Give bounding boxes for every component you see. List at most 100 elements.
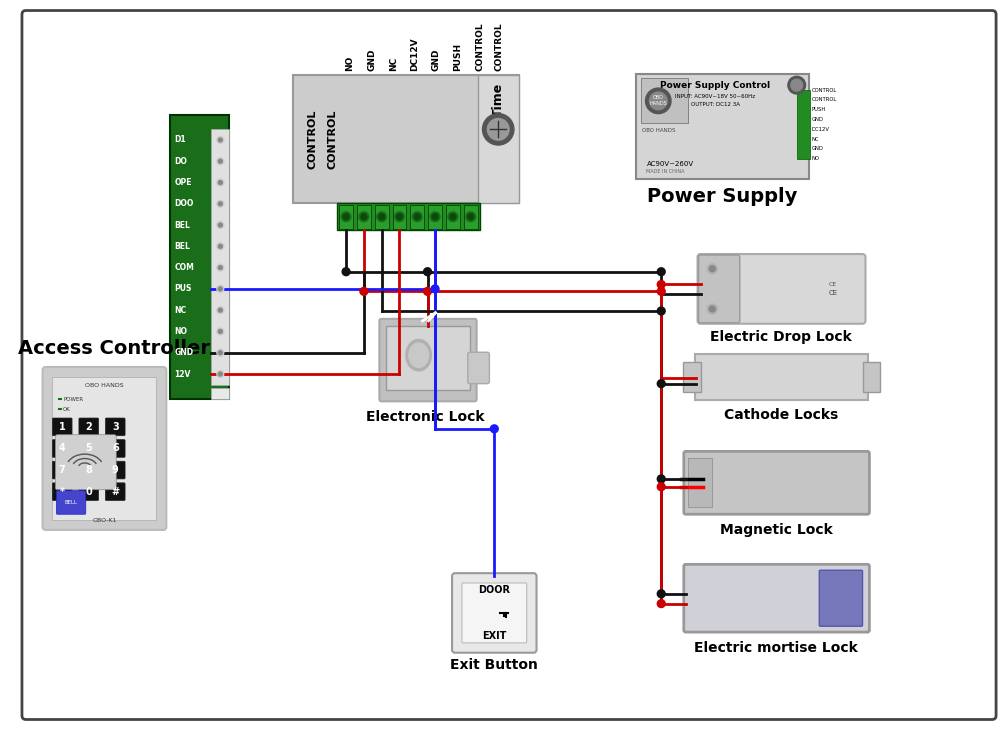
FancyBboxPatch shape — [79, 418, 99, 436]
Circle shape — [341, 212, 351, 222]
Text: 2: 2 — [85, 422, 92, 432]
Text: CE: CE — [829, 282, 837, 287]
Circle shape — [707, 304, 717, 314]
Text: 12V: 12V — [174, 369, 191, 378]
Text: Cathode Locks: Cathode Locks — [724, 408, 838, 422]
Text: BEL: BEL — [174, 220, 190, 229]
Text: CONTROL: CONTROL — [475, 23, 484, 72]
Circle shape — [218, 372, 222, 376]
Ellipse shape — [406, 339, 431, 371]
FancyBboxPatch shape — [452, 573, 537, 653]
Text: 6: 6 — [112, 443, 119, 453]
Circle shape — [657, 475, 665, 483]
FancyBboxPatch shape — [79, 461, 99, 479]
Circle shape — [342, 268, 350, 276]
Text: D1: D1 — [174, 136, 186, 145]
Circle shape — [217, 200, 224, 207]
Circle shape — [424, 268, 431, 276]
Circle shape — [395, 212, 404, 222]
Circle shape — [217, 349, 224, 356]
Text: GND: GND — [174, 348, 193, 357]
FancyBboxPatch shape — [698, 254, 865, 324]
Circle shape — [466, 212, 476, 222]
Text: GND: GND — [432, 49, 441, 72]
Text: DO: DO — [174, 157, 187, 166]
Text: OPE: OPE — [174, 178, 192, 187]
Circle shape — [707, 264, 717, 274]
Circle shape — [217, 285, 224, 292]
Text: PUS: PUS — [174, 285, 192, 293]
Text: OBO
HANDS: OBO HANDS — [649, 96, 667, 107]
Ellipse shape — [409, 343, 428, 367]
FancyBboxPatch shape — [211, 388, 229, 399]
Text: 5: 5 — [85, 443, 92, 453]
FancyBboxPatch shape — [797, 90, 810, 159]
FancyBboxPatch shape — [386, 326, 470, 390]
FancyBboxPatch shape — [393, 205, 406, 228]
Text: 9: 9 — [112, 465, 119, 475]
Text: OUTPUT: DC12 3A: OUTPUT: DC12 3A — [691, 102, 740, 107]
Circle shape — [217, 158, 224, 165]
Circle shape — [218, 266, 222, 269]
Circle shape — [657, 590, 665, 598]
Circle shape — [657, 268, 665, 276]
FancyBboxPatch shape — [464, 205, 478, 228]
Text: CE: CE — [829, 291, 838, 296]
Circle shape — [657, 307, 665, 315]
FancyBboxPatch shape — [863, 362, 880, 393]
Text: 4: 4 — [59, 443, 66, 453]
FancyBboxPatch shape — [636, 74, 809, 180]
Circle shape — [709, 306, 715, 312]
Text: DC12V: DC12V — [410, 38, 419, 72]
Text: PUSH: PUSH — [811, 107, 826, 112]
Circle shape — [359, 212, 369, 222]
Text: *: * — [60, 487, 65, 496]
Circle shape — [709, 266, 715, 272]
Text: DC12V: DC12V — [811, 127, 829, 132]
FancyBboxPatch shape — [105, 418, 125, 436]
Text: 0: 0 — [85, 487, 92, 496]
Circle shape — [361, 214, 367, 220]
Text: COM: COM — [174, 263, 194, 272]
FancyBboxPatch shape — [339, 205, 353, 228]
Text: NO: NO — [174, 327, 187, 336]
Circle shape — [448, 212, 458, 222]
FancyBboxPatch shape — [105, 439, 125, 457]
FancyBboxPatch shape — [170, 115, 229, 399]
Text: OBO HANDS: OBO HANDS — [642, 128, 675, 133]
Circle shape — [218, 308, 222, 312]
FancyBboxPatch shape — [699, 255, 740, 323]
Text: NC: NC — [174, 306, 186, 315]
FancyBboxPatch shape — [56, 491, 86, 514]
Text: GND: GND — [811, 147, 823, 151]
FancyBboxPatch shape — [337, 203, 480, 231]
Circle shape — [218, 287, 222, 291]
Text: Power Supply: Power Supply — [647, 187, 797, 206]
Text: #: # — [111, 487, 119, 496]
Circle shape — [379, 214, 385, 220]
Text: Access Controller: Access Controller — [18, 339, 210, 358]
Circle shape — [646, 88, 671, 114]
Circle shape — [657, 483, 665, 491]
Circle shape — [360, 288, 368, 295]
FancyBboxPatch shape — [688, 458, 712, 507]
Circle shape — [397, 214, 402, 220]
Circle shape — [490, 425, 498, 433]
Circle shape — [218, 138, 222, 142]
Text: MADE IN CHINA: MADE IN CHINA — [646, 169, 685, 174]
Circle shape — [487, 118, 509, 140]
Circle shape — [217, 243, 224, 250]
FancyBboxPatch shape — [105, 483, 125, 501]
Circle shape — [217, 179, 224, 186]
Text: Time: Time — [492, 83, 505, 118]
Text: OBO-K1: OBO-K1 — [92, 518, 117, 523]
Circle shape — [217, 307, 224, 314]
FancyBboxPatch shape — [293, 75, 519, 203]
Text: 7: 7 — [59, 465, 66, 475]
FancyBboxPatch shape — [357, 205, 371, 228]
Text: NC: NC — [811, 137, 819, 142]
Circle shape — [218, 329, 222, 334]
FancyBboxPatch shape — [52, 439, 72, 457]
Circle shape — [218, 159, 222, 164]
Circle shape — [450, 214, 456, 220]
